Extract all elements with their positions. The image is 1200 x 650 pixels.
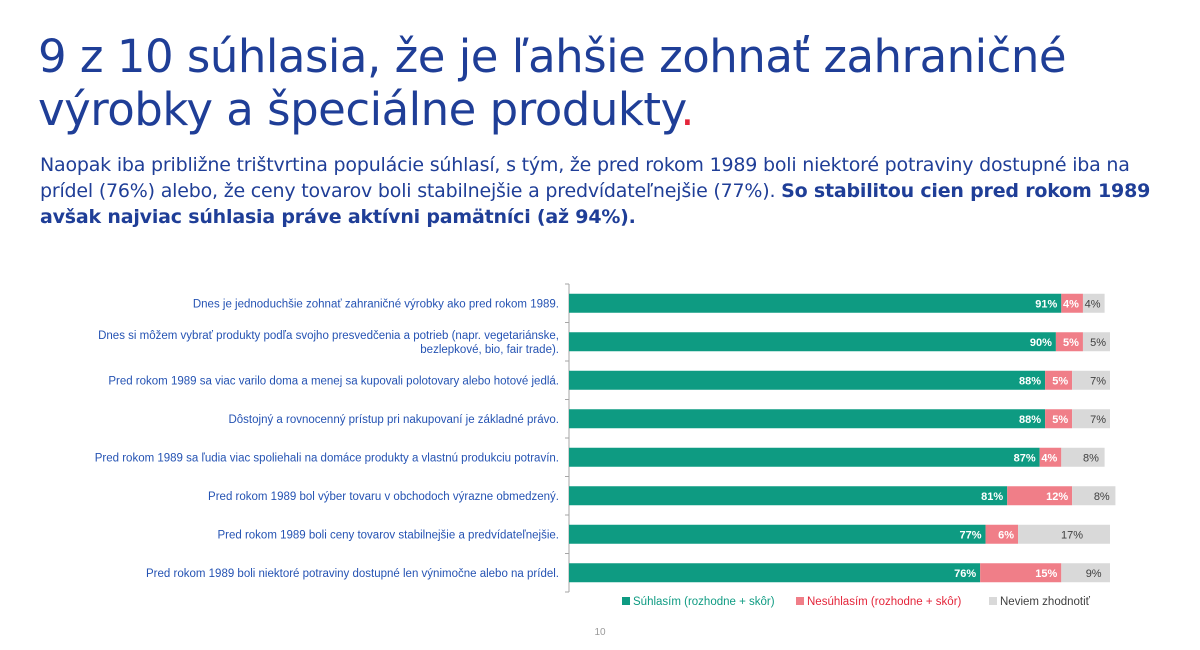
title-accent-dot: .	[680, 83, 695, 136]
data-label-dontknow: 9%	[1086, 568, 1102, 580]
data-label-disagree: 6%	[998, 529, 1014, 541]
data-label-agree: 77%	[960, 529, 982, 541]
bar-segment-dontknow	[1082, 332, 1110, 352]
bar-segment-agree	[569, 524, 986, 544]
category-label: Pred rokom 1989 boli niektoré potraviny …	[146, 568, 559, 580]
category-label: Pred rokom 1989 sa viac varilo doma a me…	[108, 375, 559, 387]
bar-segment-agree	[569, 409, 1046, 429]
data-label-dontknow: 17%	[1061, 529, 1083, 541]
bar-segment-disagree	[980, 563, 1062, 583]
data-label-dontknow: 7%	[1090, 375, 1106, 387]
data-label-disagree: 15%	[1035, 568, 1057, 580]
bar-segment-dontknow	[1061, 447, 1105, 467]
data-label-disagree: 5%	[1063, 337, 1079, 349]
data-label-agree: 81%	[981, 491, 1003, 503]
page-number: 10	[594, 627, 606, 638]
bar-segment-agree	[569, 486, 1008, 506]
page-title: 9 z 10 súhlasia, že je ľahšie zohnať zah…	[38, 30, 1168, 136]
category-label: Dôstojný a rovnocenný prístup pri nakupo…	[228, 414, 559, 426]
category-label: Pred rokom 1989 bol výber tovaru v obcho…	[208, 491, 559, 503]
data-label-agree: 87%	[1014, 452, 1036, 464]
category-label: Pred rokom 1989 boli ceny tovarov stabil…	[217, 529, 559, 541]
page-title-text: 9 z 10 súhlasia, že je ľahšie zohnať zah…	[38, 30, 1067, 136]
data-label-dontknow: 4%	[1085, 298, 1101, 310]
data-label-disagree: 5%	[1052, 414, 1068, 426]
page-subtitle: Naopak iba približne trištvrtina populác…	[40, 152, 1170, 230]
legend-label: Neviem zhodnotiť	[1000, 596, 1091, 608]
data-label-disagree: 4%	[1041, 452, 1057, 464]
bar-segment-agree	[569, 370, 1046, 390]
data-label-agree: 90%	[1030, 337, 1052, 349]
bar-segment-dontknow	[1018, 524, 1110, 544]
data-label-disagree: 5%	[1052, 375, 1068, 387]
data-label-agree: 76%	[954, 568, 976, 580]
bar-segment-disagree	[1055, 332, 1083, 352]
bar-segment-agree	[569, 293, 1062, 313]
bar-segment-dontknow	[1072, 486, 1116, 506]
data-label-dontknow: 5%	[1090, 337, 1106, 349]
bar-segment-disagree	[1045, 370, 1073, 390]
bar-segment-dontknow	[1061, 563, 1110, 583]
bar-segment-agree	[569, 447, 1040, 467]
legend-swatch	[989, 597, 997, 605]
data-label-agree: 88%	[1019, 375, 1041, 387]
bar-segment-disagree	[1061, 293, 1083, 313]
category-label: Dnes je jednoduchšie zohnať zahraničné v…	[193, 298, 559, 310]
legend-swatch	[622, 597, 630, 605]
bar-segment-dontknow	[1072, 370, 1110, 390]
subtitle-regular-text: Naopak iba približne trištvrtina populác…	[40, 154, 1130, 202]
data-label-dontknow: 7%	[1090, 414, 1106, 426]
data-label-disagree: 4%	[1063, 298, 1079, 310]
category-label: Dnes si môžem vybrať produkty podľa svoj…	[98, 330, 559, 356]
bar-segment-disagree	[1039, 447, 1062, 467]
legend-swatch	[796, 597, 804, 605]
subtitle-bold-text: So stabilitou cien pred rokom 1989 avšak…	[40, 180, 1151, 228]
data-label-agree: 91%	[1035, 298, 1057, 310]
data-label-dontknow: 8%	[1094, 491, 1110, 503]
data-label-agree: 88%	[1019, 414, 1041, 426]
data-label-disagree: 12%	[1046, 491, 1068, 503]
bar-segment-agree	[569, 332, 1056, 352]
bar-segment-agree	[569, 563, 981, 583]
bar-segment-disagree	[1007, 486, 1073, 506]
bar-segment-disagree	[985, 524, 1019, 544]
bar-segment-dontknow	[1072, 409, 1110, 429]
legend-label: Súhlasím (rozhodne + skôr)	[633, 596, 775, 608]
legend-label: Nesúhlasím (rozhodne + skôr)	[807, 596, 962, 608]
stacked-bar-chart: Dnes je jednoduchšie zohnať zahraničné v…	[95, 283, 1116, 608]
data-label-dontknow: 8%	[1083, 452, 1099, 464]
bar-segment-dontknow	[1082, 293, 1105, 313]
bar-segment-disagree	[1045, 409, 1073, 429]
category-label: Pred rokom 1989 sa ľudia viac spoliehali…	[95, 452, 559, 464]
